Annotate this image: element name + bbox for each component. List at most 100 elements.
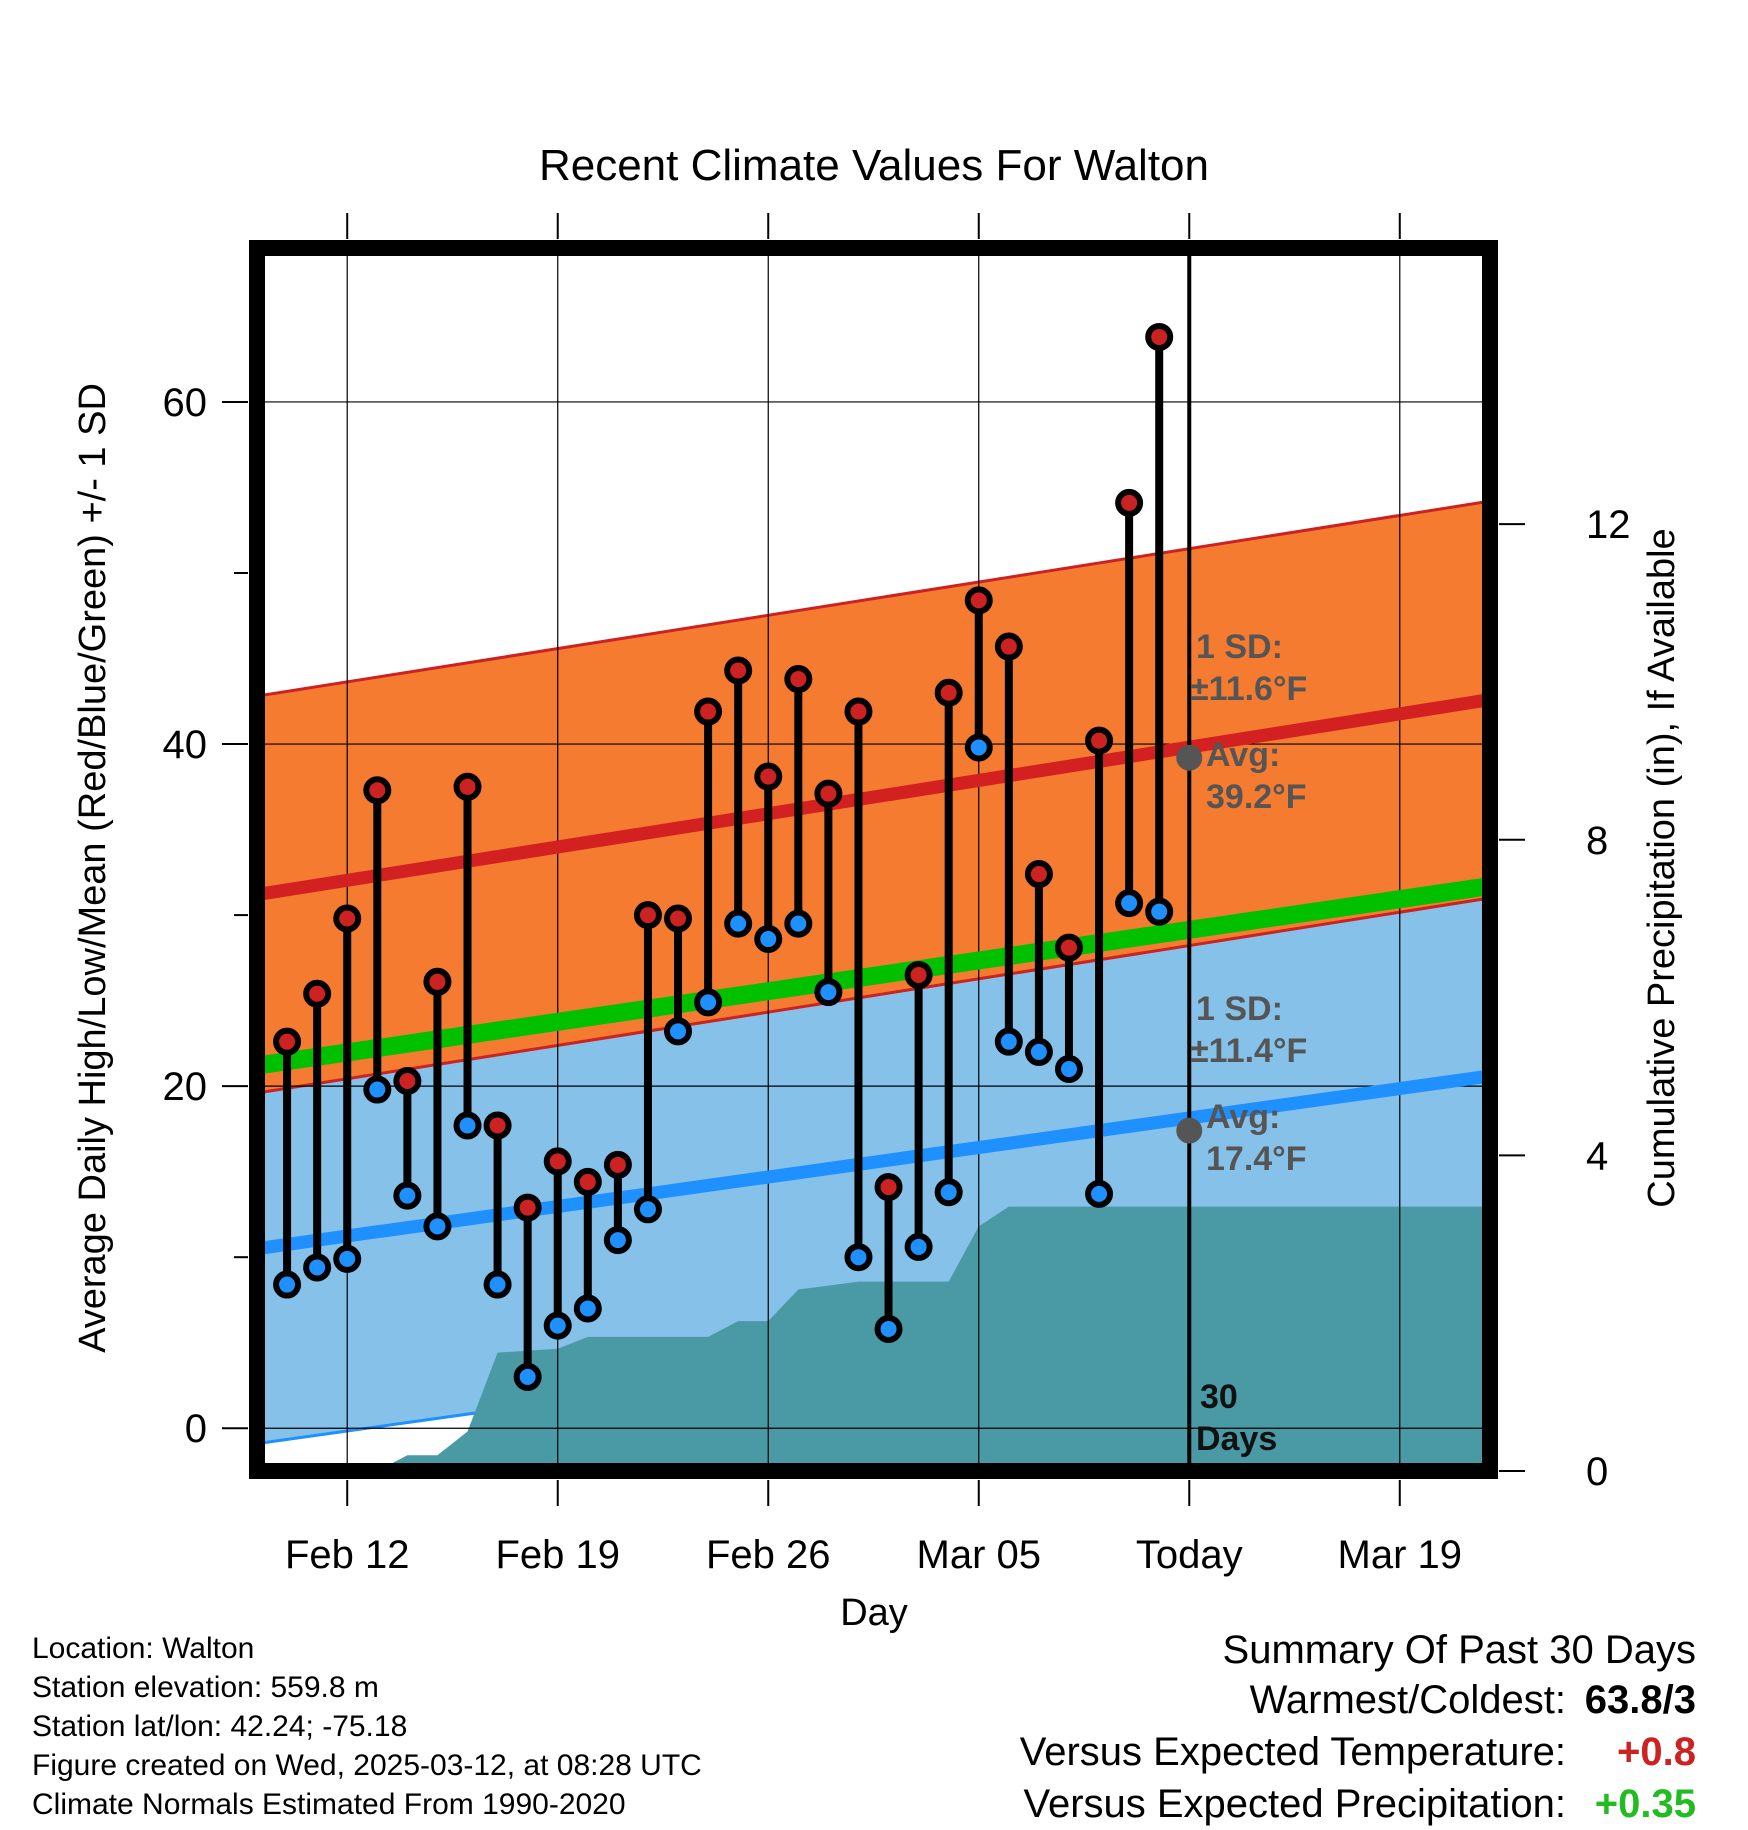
daily-low-point (844, 1243, 873, 1272)
normals-text: Climate Normals Estimated From 1990-2020 (32, 1788, 626, 1821)
daily-high-point (1085, 726, 1114, 755)
daily-high-point (994, 632, 1023, 661)
summary-row-temp: Versus Expected Temperature: +0.8 (1020, 1730, 1696, 1778)
x-axis-label: Day (840, 1592, 908, 1634)
normal-mean-line (257, 877, 1490, 1075)
daily-low-point (724, 909, 753, 938)
daily-low-point (363, 1075, 392, 1104)
daily-high-point (303, 979, 332, 1008)
low-avg-label: Avg: (1206, 1098, 1280, 1136)
daily-high-point (724, 656, 753, 685)
period-count: 30 (1200, 1378, 1238, 1416)
daily-low-point (303, 1253, 332, 1282)
low-avg-value: 17.4°F (1206, 1140, 1307, 1178)
high-sd-label: 1 SD: (1196, 628, 1283, 666)
low-avg-marker (1176, 1117, 1203, 1144)
daily-high-point (603, 1150, 632, 1179)
precip-area (257, 1206, 1490, 1471)
low-sd-value: ±11.4°F (1190, 1032, 1307, 1070)
created-text: Figure created on Wed, 2025-03-12, at 08… (32, 1749, 702, 1782)
high-avg-marker (1176, 744, 1203, 771)
warmest-value: 63.8/3 (1584, 1678, 1696, 1722)
daily-low-point (784, 909, 813, 938)
elevation-text: Station elevation: 559.8 m (32, 1671, 379, 1704)
chart-title: Recent Climate Values For Walton (539, 141, 1209, 190)
daily-high-point (1024, 860, 1053, 889)
y-tick-label: 40 (163, 723, 208, 767)
daily-low-point (1145, 897, 1174, 926)
daily-high-point (874, 1173, 903, 1202)
daily-low-point (1024, 1037, 1053, 1066)
x-tick-label: Mar 05 (917, 1533, 1042, 1577)
daily-high-point (1054, 933, 1083, 962)
daily-high-point (934, 678, 963, 707)
high-annotation: 1 SD: ±11.6°F Avg: 39.2°F (1190, 628, 1307, 816)
precip-label: Versus Expected Precipitation: (1023, 1782, 1566, 1826)
y-tick-label: 60 (163, 381, 208, 425)
daily-low-point (603, 1226, 632, 1255)
plot-frame (249, 240, 1498, 1479)
period-annotation: 30 Days (1196, 1378, 1277, 1458)
plot-area (257, 248, 1490, 1471)
daily-low-point (814, 978, 843, 1007)
temp-label: Versus Expected Temperature: (1019, 1730, 1566, 1774)
daily-high-point (363, 776, 392, 805)
daily-low-point (1115, 889, 1144, 918)
precip-value: +0.35 (1594, 1782, 1696, 1826)
low-sd-label: 1 SD: (1196, 990, 1283, 1028)
daily-low-point (874, 1315, 903, 1344)
y2-tick-label: 0 (1586, 1450, 1608, 1494)
daily-high-point (273, 1027, 302, 1056)
temp-value: +0.8 (1617, 1730, 1696, 1774)
today-line (1176, 248, 1203, 1471)
daily-high-point (543, 1147, 572, 1176)
y-tick-label: 0 (185, 1407, 207, 1451)
daily-low-point (393, 1181, 422, 1210)
daily-high-point (393, 1067, 422, 1096)
daily-low-point (754, 925, 783, 954)
daily-low-point (513, 1362, 542, 1391)
y2-tick-label: 8 (1586, 819, 1608, 863)
x-tick-label: Feb 26 (706, 1533, 831, 1577)
daily-low-point (1054, 1055, 1083, 1084)
normal-high-line (257, 693, 1490, 901)
daily-low-point (273, 1270, 302, 1299)
daily-high-point (754, 762, 783, 791)
daily-low-point (423, 1212, 452, 1241)
daily-high-point (664, 904, 693, 933)
daily-low-point (904, 1232, 933, 1261)
daily-high-point (964, 586, 993, 615)
precipitation-area (257, 1206, 1490, 1471)
x-tick-label: Today (1136, 1533, 1243, 1577)
y2-axis-label: Cumulative Precipitation (in), If Availa… (1641, 528, 1683, 1207)
daily-low-point (1085, 1179, 1114, 1208)
normal-lines (257, 693, 1490, 1256)
daily-high-point (814, 779, 843, 808)
location-text: Location: Walton (32, 1632, 255, 1665)
latlon-text: Station lat/lon: 42.24; -75.18 (32, 1710, 408, 1743)
daily-low-point (453, 1111, 482, 1140)
y2-tick-label: 4 (1586, 1134, 1608, 1178)
summary-row-precip: Versus Expected Precipitation: +0.35 (1023, 1782, 1696, 1830)
daily-low-point (633, 1195, 662, 1224)
daily-low-point (994, 1027, 1023, 1056)
daily-low-point (664, 1017, 693, 1046)
daily-high-point (784, 665, 813, 694)
x-tick-label: Feb 19 (495, 1533, 620, 1577)
daily-low-point (694, 988, 723, 1017)
x-tick-label: Feb 12 (285, 1533, 410, 1577)
daily-high-point (1145, 322, 1174, 351)
daily-high-point (694, 697, 723, 726)
y-axis-label: Average Daily High/Low/Mean (Red/Blue/Gr… (72, 383, 114, 1353)
y2-tick-label: 12 (1586, 503, 1631, 547)
daily-high-point (423, 967, 452, 996)
axes: 0 20 40 60 0 4 8 12 Feb 12 Feb 19 Feb 26 Mar 05 Toda… (163, 213, 1631, 1577)
x-tick-label: Mar 19 (1338, 1533, 1463, 1577)
y-tick-label: 20 (163, 1065, 208, 1109)
daily-low-point (934, 1178, 963, 1207)
summary-title: Summary Of Past 30 Days (1222, 1628, 1696, 1672)
daily-high-point (844, 697, 873, 726)
daily-low-point (543, 1311, 572, 1340)
daily-stems (273, 322, 1174, 1391)
